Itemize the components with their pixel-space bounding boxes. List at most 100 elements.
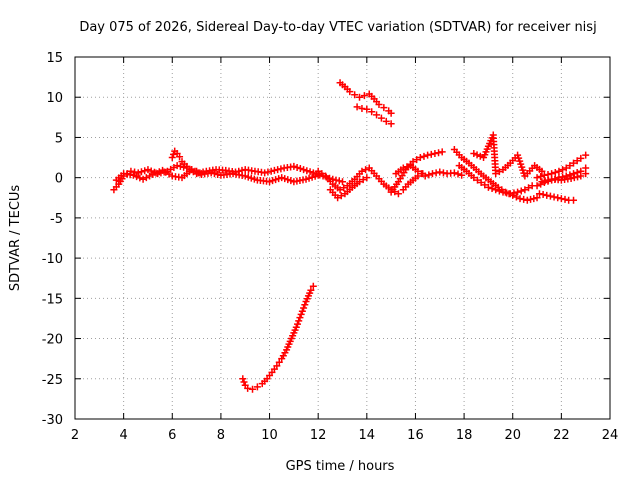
y-tick-label: -5: [50, 212, 63, 227]
data-point: [290, 162, 298, 170]
data-point: [438, 148, 446, 156]
data-point: [363, 105, 371, 113]
data-point: [503, 189, 511, 197]
data-point: [567, 174, 575, 182]
data-point: [419, 170, 427, 178]
data-point: [539, 191, 547, 199]
data-point: [340, 184, 348, 192]
data-point: [543, 191, 551, 199]
data-point: [137, 168, 145, 176]
data-point: [538, 178, 546, 186]
data-point: [193, 167, 201, 175]
y-tick-label: -25: [42, 373, 63, 388]
data-point: [309, 282, 317, 290]
data-point: [450, 169, 458, 177]
data-point: [373, 111, 381, 119]
data-point: [554, 194, 562, 202]
y-tick-label: -15: [42, 292, 63, 307]
data-point: [435, 149, 443, 157]
x-tick-label: 12: [310, 428, 327, 443]
data-point: [359, 176, 367, 184]
data-point: [514, 188, 522, 196]
data-point: [570, 174, 578, 182]
data-point: [273, 362, 281, 370]
data-point: [533, 182, 541, 190]
data-point: [574, 173, 582, 181]
data-point: [337, 192, 345, 200]
x-tick-label: 16: [407, 428, 424, 443]
data-point: [253, 383, 261, 391]
data-point: [473, 151, 481, 159]
data-point: [577, 154, 585, 162]
data-point: [555, 167, 563, 175]
data-point: [424, 151, 432, 159]
x-tick-label: 18: [456, 428, 473, 443]
data-point: [566, 162, 574, 170]
grid-layer: [75, 57, 610, 419]
data-point: [176, 153, 184, 161]
data-point: [473, 176, 481, 184]
tick-marks: [74, 56, 611, 420]
data-point: [176, 162, 184, 170]
data-point: [270, 166, 278, 174]
data-point: [306, 168, 314, 176]
data-point: [261, 169, 269, 177]
data-point: [292, 323, 300, 331]
data-point: [188, 166, 196, 174]
x-tick-label: 8: [217, 428, 225, 443]
data-point: [169, 150, 177, 158]
data-point: [431, 150, 439, 158]
data-point: [535, 190, 543, 198]
data-point: [249, 385, 257, 393]
data-point: [577, 172, 585, 180]
data-point: [293, 163, 301, 171]
data-point: [387, 109, 395, 117]
data-point: [363, 174, 371, 182]
data-point: [495, 168, 503, 176]
data-point: [420, 152, 428, 160]
data-point: [296, 314, 304, 322]
data-point: [425, 171, 433, 179]
data-point: [239, 375, 247, 383]
data-point: [559, 166, 567, 174]
data-point: [210, 170, 218, 178]
data-point: [136, 174, 144, 182]
x-tick-label: 24: [602, 428, 619, 443]
series-arc-mid-b: [326, 174, 371, 202]
x-axis-label: GPS time / hours: [286, 459, 395, 474]
data-point: [127, 167, 135, 175]
data-point: [510, 189, 518, 197]
data-point: [561, 195, 569, 203]
data-point: [416, 154, 424, 162]
y-tick-label: 15: [46, 51, 63, 66]
data-point: [346, 88, 354, 96]
data-point: [142, 174, 150, 182]
data-point: [139, 175, 147, 183]
data-point: [322, 173, 330, 181]
data-point: [570, 196, 578, 204]
data-point: [495, 187, 503, 195]
data-point: [399, 164, 407, 172]
series-arc-high-b: [353, 103, 395, 128]
data-point: [336, 186, 344, 194]
data-point: [267, 167, 275, 175]
data-point: [214, 170, 222, 178]
data-point: [180, 163, 188, 171]
data-point: [318, 170, 326, 178]
data-point: [144, 166, 152, 174]
x-tick-label: 6: [168, 428, 176, 443]
data-point: [356, 93, 364, 101]
y-tick-label: 10: [46, 91, 63, 106]
data-point: [492, 170, 500, 178]
data-point: [207, 169, 215, 177]
x-tick-label: 14: [359, 428, 376, 443]
series-arc-main-a: [110, 162, 346, 194]
series-arc-18h: [450, 146, 541, 204]
data-point: [296, 165, 304, 173]
data-point: [428, 170, 436, 178]
x-tick-labels: 2 4 6 8 10 12 14 16 18 20 22 24: [71, 428, 618, 443]
plot-frame: [74, 56, 611, 420]
data-point: [294, 320, 302, 328]
data-point: [414, 172, 422, 180]
data-point: [499, 188, 507, 196]
